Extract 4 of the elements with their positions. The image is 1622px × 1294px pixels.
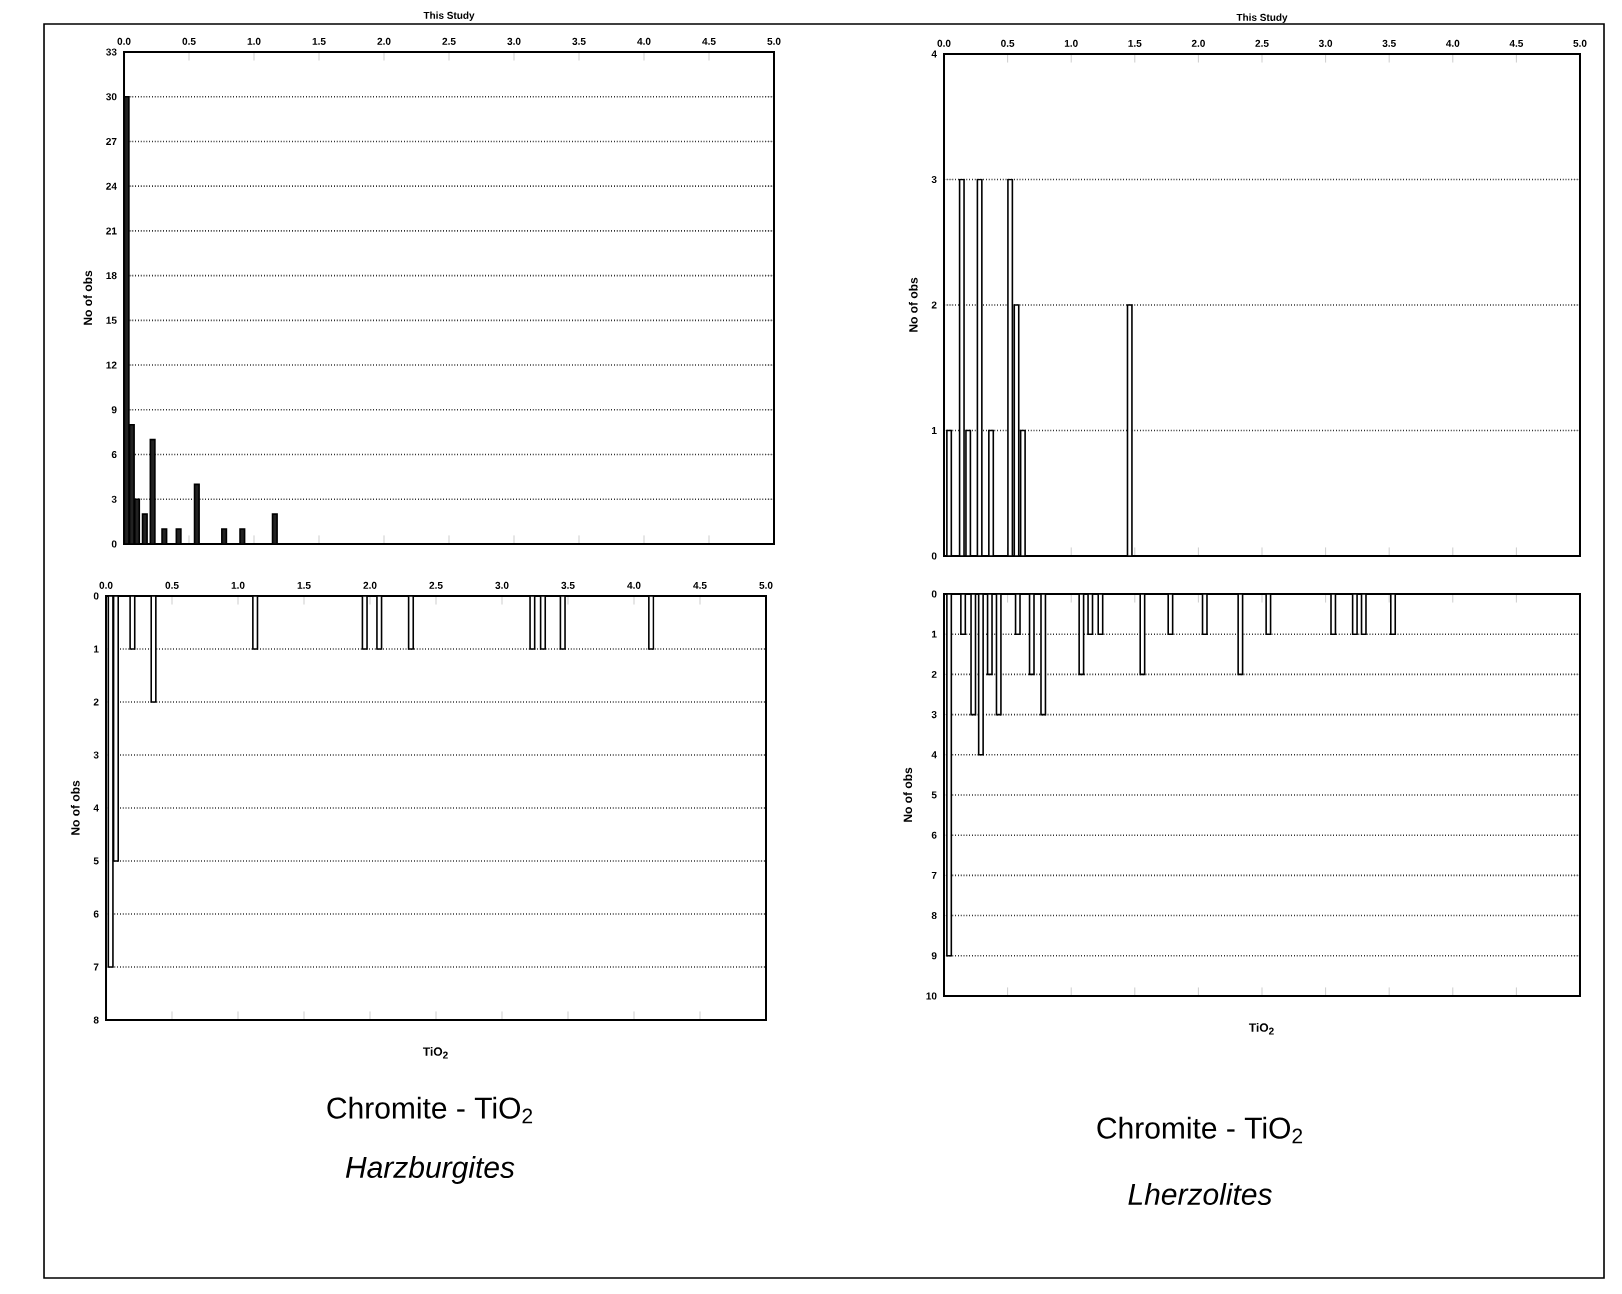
text: Lherzolites [1128, 1182, 1272, 1205]
text: Chromite - TiO$_{2}$ [327, 1096, 533, 1124]
text: Chromite - TiO$_{2}$ [1097, 1116, 1303, 1144]
text: Harzburgites [345, 1155, 515, 1184]
